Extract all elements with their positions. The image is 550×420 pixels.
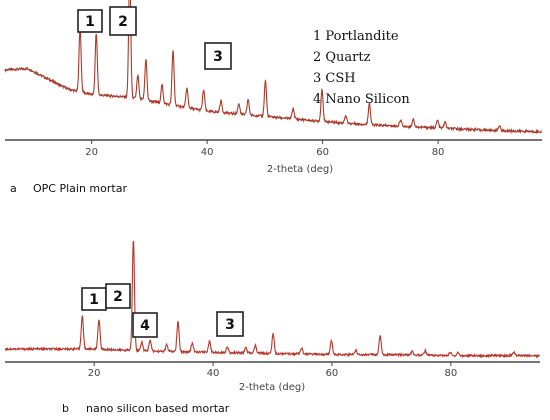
x-axis-label: 2-theta (deg) [239,382,305,393]
phase-marker-box [216,311,244,337]
phase-marker-label: 3 [213,49,223,65]
series-line [4,240,541,359]
series-line [4,0,543,135]
x-tick-label: 80 [432,147,445,158]
caption-b-letter: b [62,402,69,415]
x-tick-label: 80 [444,368,457,379]
caption-a-letter: a [10,182,17,195]
caption-a-text: OPC Plain mortar [33,182,127,195]
panel-a-chart: 20 40 60 80 2-theta (deg) 1 2 3 [4,0,543,175]
phase-marker-label: 1 [89,292,99,308]
x-tick-label: 60 [316,147,329,158]
phase-marker-label: 1 [85,14,95,30]
panel-b-chart: 20 40 60 80 2-theta (deg) 1 2 4 3 [4,240,541,393]
legend-item: 2 Quartz [313,50,371,65]
phase-marker-label: 2 [118,14,128,30]
phase-marker-label: 3 [225,317,235,333]
phase-marker-label: 4 [140,318,150,334]
legend: 1 Portlandite 2 Quartz 3 CSH 4 Nano Sili… [313,29,410,107]
x-tick-label: 20 [85,147,98,158]
x-tick-label: 40 [201,147,214,158]
caption-a: a OPC Plain mortar [10,182,127,195]
x-tick-label: 40 [207,368,220,379]
phase-marker-label: 2 [113,289,123,305]
legend-item: 4 Nano Silicon [313,92,410,107]
phase-marker-box [105,283,131,309]
phase-marker-box [204,42,232,70]
x-axis-label: 2-theta (deg) [267,164,333,175]
caption-b-text: nano silicon based mortar [86,402,230,415]
x-tick-label: 20 [88,368,101,379]
phase-marker-box [132,312,158,338]
phase-marker-box [77,9,103,33]
legend-item: 3 CSH [313,71,356,86]
phase-marker-box [109,6,137,36]
x-tick-label: 60 [326,368,339,379]
legend-item: 1 Portlandite [313,29,399,44]
caption-b: b nano silicon based mortar [62,402,230,415]
